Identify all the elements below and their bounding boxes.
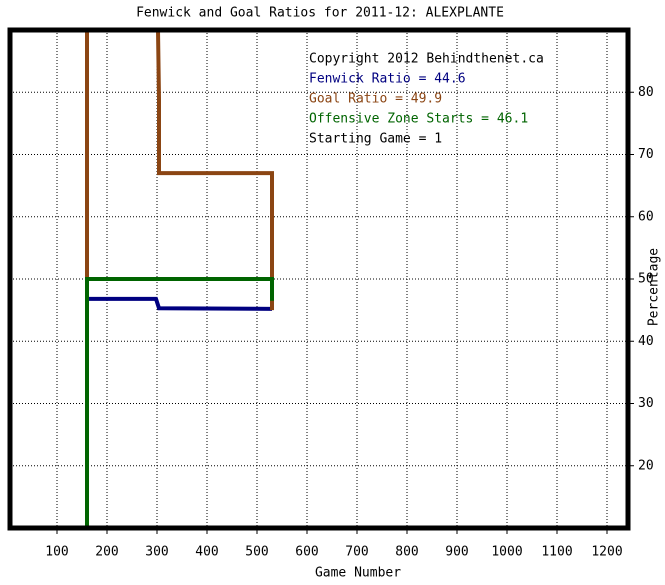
x-tick-label: 1200 — [591, 545, 622, 560]
x-tick-label: 500 — [245, 545, 268, 560]
x-tick-label: 800 — [395, 545, 418, 560]
legend-text: Offensive Zone Starts = 46.1 — [309, 112, 528, 127]
x-tick-label: 100 — [45, 545, 68, 560]
legend-text: Fenwick Ratio = 44.6 — [309, 72, 466, 87]
y-axis-label: Percentage — [647, 248, 662, 326]
legend-text: Starting Game = 1 — [309, 132, 442, 147]
y-tick-label: 30 — [638, 396, 654, 411]
y-tick-label: 50 — [638, 272, 654, 287]
y-tick-label: 80 — [638, 85, 654, 100]
series-line — [85, 30, 274, 311]
legend-text: Copyright 2012 Behindthenet.ca — [309, 52, 544, 67]
chart-title: Fenwick and Goal Ratios for 2011-12: ALE… — [136, 6, 504, 21]
x-tick-label: 400 — [195, 545, 218, 560]
x-tick-label: 1000 — [491, 545, 522, 560]
x-tick-label: 600 — [295, 545, 318, 560]
x-tick-label: 200 — [95, 545, 118, 560]
y-tick-label: 40 — [638, 334, 654, 349]
y-tick-label: 70 — [638, 147, 654, 162]
series-line — [85, 277, 274, 528]
y-tick-label: 20 — [638, 458, 654, 473]
series-line — [87, 296, 273, 311]
x-tick-label: 900 — [445, 545, 468, 560]
legend-text: Goal Ratio = 49.9 — [309, 92, 442, 107]
x-tick-label: 700 — [345, 545, 368, 560]
x-tick-label: 1100 — [541, 545, 572, 560]
plot-border — [7, 27, 631, 531]
y-tick-label: 60 — [638, 209, 654, 224]
x-tick-label: 300 — [145, 545, 168, 560]
x-axis-label: Game Number — [315, 566, 401, 581]
